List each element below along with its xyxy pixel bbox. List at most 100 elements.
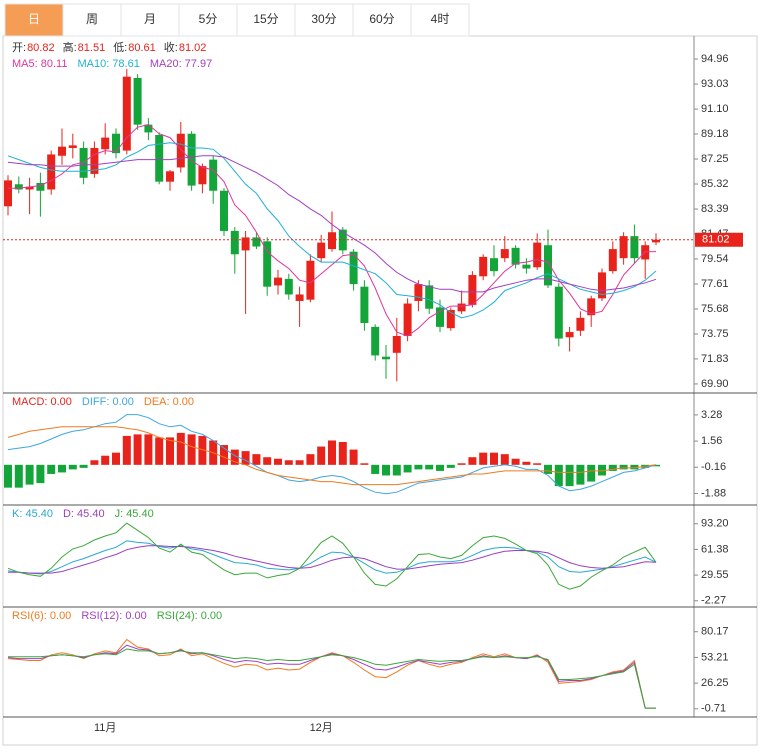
macd-bar <box>446 464 455 468</box>
tab-label[interactable]: 月 <box>144 12 156 26</box>
candle-body <box>4 180 12 207</box>
macd-bar <box>58 464 66 473</box>
ohlc-value: 80.82 <box>27 42 55 54</box>
candle-body <box>479 256 488 277</box>
tab-label[interactable]: 4时 <box>431 12 450 26</box>
macd-bar <box>392 464 401 476</box>
y-tick-label: 87.25 <box>701 153 729 165</box>
candle-body <box>436 307 444 327</box>
tab-label[interactable]: 周 <box>86 12 98 26</box>
y-tick-label: 3.28 <box>701 409 722 421</box>
y-tick-label: 93.03 <box>701 78 729 90</box>
macd-bar <box>414 464 423 470</box>
legend-entry: D: 45.40 <box>63 508 105 520</box>
macd-bar <box>479 452 488 465</box>
macd-bar <box>338 442 347 465</box>
y-tick-label: -1.88 <box>701 487 726 499</box>
macd-bar <box>522 461 531 465</box>
indicator-line <box>7 426 657 486</box>
macd-bar <box>4 464 12 488</box>
candle-body <box>544 245 552 286</box>
y-tick-label: 79.54 <box>701 253 729 265</box>
candle-body <box>392 335 401 353</box>
tab[interactable] <box>236 3 296 37</box>
indicator-line <box>7 414 657 495</box>
tab[interactable] <box>62 3 122 37</box>
candle-body <box>176 133 185 168</box>
tab-label[interactable]: 30分 <box>311 12 336 26</box>
ohlc-value: 80.61 <box>128 42 156 54</box>
legend-entry: DEA: 0.00 <box>144 396 194 408</box>
ohlc-value: 81.51 <box>78 42 106 54</box>
candle-body <box>144 124 153 133</box>
macd-bar <box>533 463 542 465</box>
tab[interactable] <box>352 3 412 37</box>
y-tick-label: 29.55 <box>701 569 729 581</box>
macd-bar <box>25 464 34 485</box>
macd-bar <box>306 454 315 465</box>
macd-bar <box>47 464 56 474</box>
candle-body <box>608 249 617 272</box>
candle-body <box>328 232 336 250</box>
candle-body <box>101 137 110 150</box>
indicator-line <box>7 638 656 709</box>
tab[interactable] <box>294 3 354 37</box>
tab[interactable] <box>4 3 64 37</box>
y-tick-label: -0.71 <box>701 703 726 715</box>
indicator-line <box>8 545 657 574</box>
y-tick-label: 71.83 <box>701 353 729 365</box>
candle-body <box>522 264 531 269</box>
macd-bar <box>619 464 628 470</box>
macd-bar <box>176 432 185 465</box>
tab-label[interactable]: 日 <box>28 12 40 26</box>
candle-body <box>263 241 272 287</box>
legend-entry: MA5: 80.11 <box>12 58 67 70</box>
macd-bar <box>187 434 196 465</box>
macd-bar <box>360 463 369 465</box>
macd-bar <box>241 451 250 465</box>
macd-bar <box>425 464 434 470</box>
candle-body <box>317 242 326 259</box>
candle-body <box>295 294 304 301</box>
candle-body <box>306 260 315 300</box>
ohlc-value: 81.02 <box>179 42 207 54</box>
macd-bar <box>220 445 228 465</box>
last-price-tag <box>695 232 743 247</box>
y-tick-label: 73.75 <box>701 328 729 340</box>
macd-bar <box>295 460 304 465</box>
candle-body <box>241 237 250 251</box>
macd-bar <box>349 449 358 465</box>
macd-bar <box>284 460 293 465</box>
candle-body <box>457 303 466 312</box>
y-tick-label: 53.21 <box>701 651 729 663</box>
macd-bar <box>112 452 120 465</box>
candle-body <box>25 186 34 190</box>
tab-label[interactable]: 60分 <box>369 12 394 26</box>
macd-bar <box>457 463 466 465</box>
candle-body <box>630 236 639 259</box>
candle-body <box>446 310 455 329</box>
candle-body <box>122 76 131 151</box>
macd-bar <box>230 449 239 465</box>
y-tick-label: 91.10 <box>701 103 729 115</box>
candle-body <box>414 284 423 301</box>
candle-body <box>230 230 239 255</box>
macd-bar <box>511 458 520 465</box>
macd-bar <box>608 464 617 471</box>
tab[interactable] <box>120 3 180 37</box>
candle-body <box>14 184 23 190</box>
x-tick-label: 12月 <box>310 722 333 734</box>
candle-body <box>511 247 520 265</box>
ma-line <box>8 124 657 337</box>
macd-bar <box>122 435 131 465</box>
candle-body <box>490 258 498 272</box>
tab-label[interactable]: 15分 <box>253 12 278 26</box>
macd-bar <box>328 440 336 465</box>
ma-line <box>7 142 657 319</box>
macd-bar <box>79 464 88 468</box>
y-tick-label: -2.27 <box>701 595 726 607</box>
tab[interactable] <box>410 3 470 37</box>
tab-label[interactable]: 5分 <box>199 12 218 26</box>
indicator-line <box>8 648 656 709</box>
macd-bar <box>565 464 574 487</box>
